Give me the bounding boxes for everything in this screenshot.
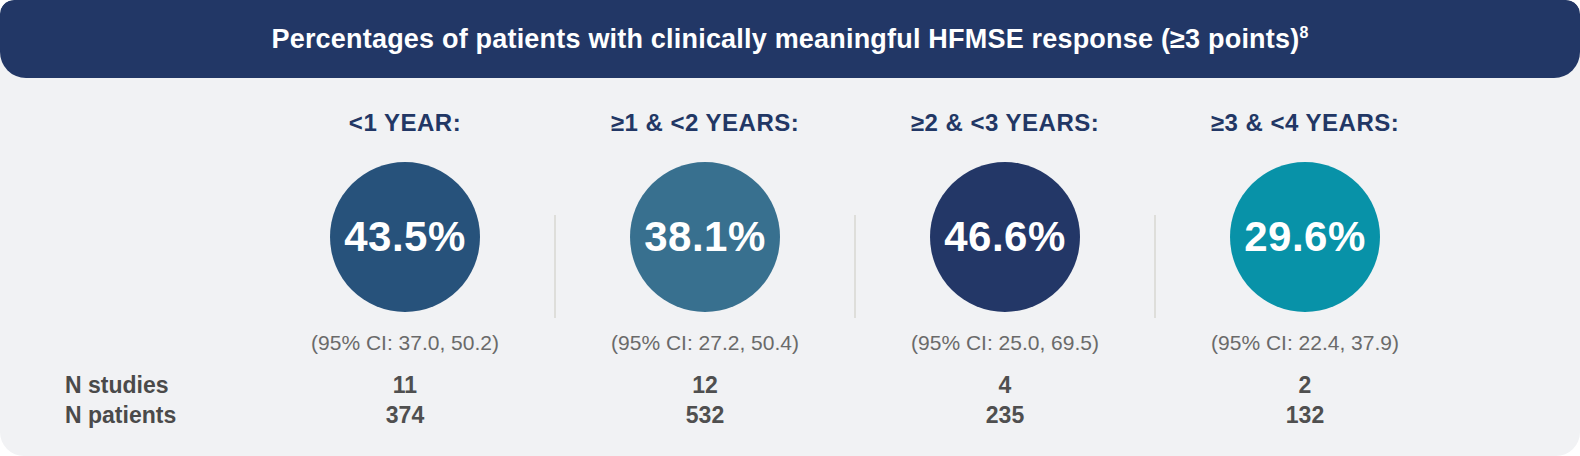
age-column-3-to-4-years: ≥3 & <4 YEARS: 29.6% (95% CI: 22.4, 37.9… xyxy=(1155,108,1455,356)
percentage-value: 38.1% xyxy=(644,213,766,261)
percentage-circle: 29.6% xyxy=(1230,162,1380,312)
hfmse-response-card: Percentages of patients with clinically … xyxy=(0,0,1580,456)
n-studies-value: 12 xyxy=(555,372,855,399)
percentage-value: 29.6% xyxy=(1244,213,1366,261)
column-header: ≥3 & <4 YEARS: xyxy=(1211,108,1399,138)
column-header: <1 YEAR: xyxy=(349,108,461,138)
percentage-circle: 38.1% xyxy=(630,162,780,312)
page-title-text: Percentages of patients with clinically … xyxy=(271,24,1299,54)
age-column-under-1-year: <1 YEAR: 43.5% (95% CI: 37.0, 50.2) xyxy=(255,108,555,356)
reference-superscript: 8 xyxy=(1299,24,1308,41)
n-studies-row: N studies 11 12 4 2 xyxy=(0,370,1580,400)
n-patients-value: 132 xyxy=(1155,402,1455,429)
column-header: ≥2 & <3 YEARS: xyxy=(911,108,1099,138)
n-patients-value: 374 xyxy=(255,402,555,429)
n-studies-label: N studies xyxy=(0,372,255,399)
page-title: Percentages of patients with clinically … xyxy=(271,24,1308,55)
percentage-value: 46.6% xyxy=(944,213,1066,261)
percentage-circle: 43.5% xyxy=(330,162,480,312)
percentage-circle: 46.6% xyxy=(930,162,1080,312)
n-studies-value: 11 xyxy=(255,372,555,399)
n-studies-value: 2 xyxy=(1155,372,1455,399)
title-banner: Percentages of patients with clinically … xyxy=(0,0,1580,78)
confidence-interval: (95% CI: 22.4, 37.9) xyxy=(1211,330,1399,356)
percentage-value: 43.5% xyxy=(344,213,466,261)
age-columns-row: <1 YEAR: 43.5% (95% CI: 37.0, 50.2) ≥1 &… xyxy=(255,78,1580,356)
confidence-interval: (95% CI: 37.0, 50.2) xyxy=(311,330,499,356)
n-patients-row: N patients 374 532 235 132 xyxy=(0,400,1580,430)
age-column-2-to-3-years: ≥2 & <3 YEARS: 46.6% (95% CI: 25.0, 69.5… xyxy=(855,108,1155,356)
confidence-interval: (95% CI: 25.0, 69.5) xyxy=(911,330,1099,356)
n-studies-value: 4 xyxy=(855,372,1155,399)
n-patients-label: N patients xyxy=(0,402,255,429)
n-patients-value: 235 xyxy=(855,402,1155,429)
column-header: ≥1 & <2 YEARS: xyxy=(611,108,799,138)
n-table: N studies 11 12 4 2 N patients 374 532 2… xyxy=(0,370,1580,430)
n-patients-value: 532 xyxy=(555,402,855,429)
age-column-1-to-2-years: ≥1 & <2 YEARS: 38.1% (95% CI: 27.2, 50.4… xyxy=(555,108,855,356)
confidence-interval: (95% CI: 27.2, 50.4) xyxy=(611,330,799,356)
